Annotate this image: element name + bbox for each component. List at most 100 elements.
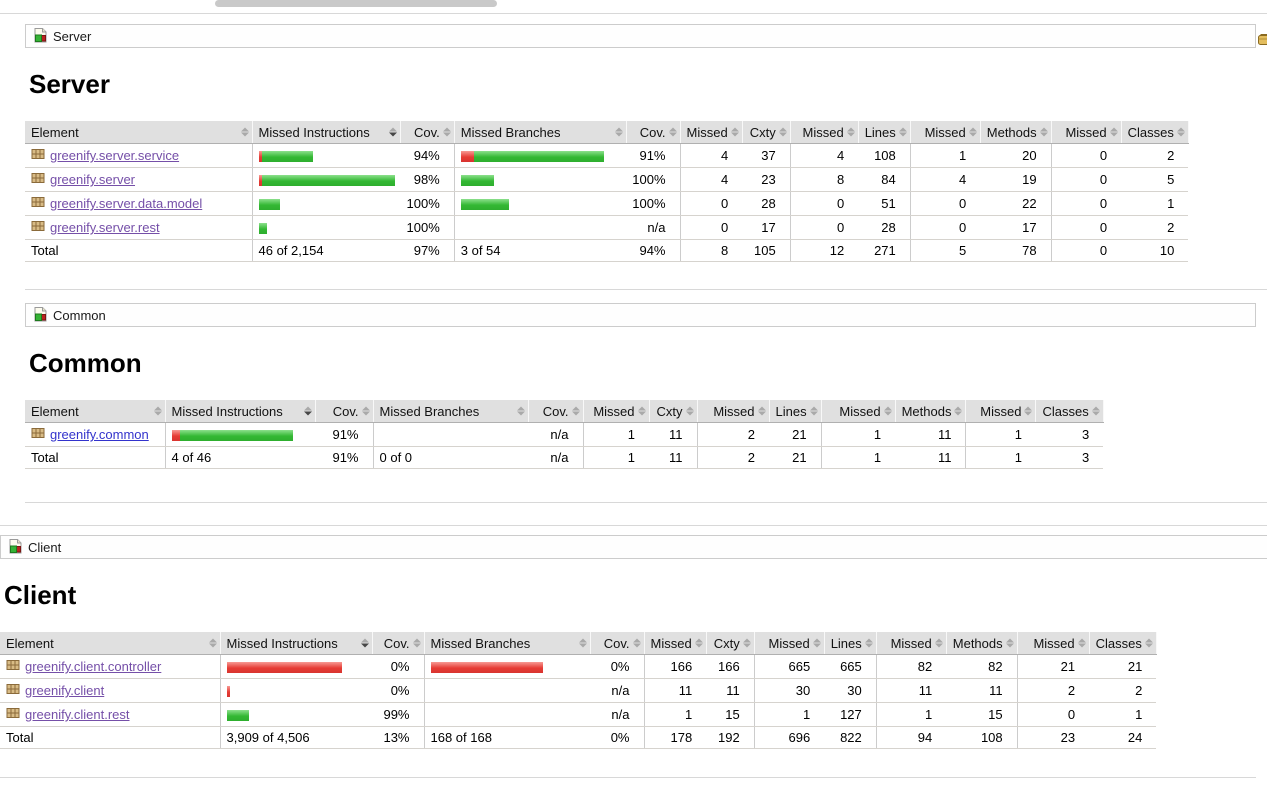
package-link[interactable]: greenify.server.data.model bbox=[50, 196, 203, 211]
column-header-missed-instructions-1[interactable]: Missed Instructions bbox=[219, 632, 373, 655]
column-header-missed-5[interactable]: Missed bbox=[643, 632, 707, 655]
column-header-missed-5[interactable]: Missed bbox=[582, 400, 650, 423]
package-icon bbox=[31, 219, 45, 236]
sort-icon bbox=[516, 406, 525, 416]
horizontal-scrollbar-thumb[interactable] bbox=[215, 0, 497, 7]
column-header-cov-2[interactable]: Cov. bbox=[400, 121, 455, 144]
column-header-methods-10[interactable]: Methods bbox=[895, 400, 967, 423]
missed-bar-segment bbox=[460, 150, 474, 162]
total-metric-cell: 5 bbox=[909, 239, 981, 262]
column-header-cov-4[interactable]: Cov. bbox=[626, 121, 681, 144]
column-header-element-0[interactable]: Element bbox=[25, 121, 253, 144]
sort-icon bbox=[694, 638, 703, 648]
column-header-cov-4[interactable]: Cov. bbox=[590, 632, 645, 655]
column-header-missed-instructions-1[interactable]: Missed Instructions bbox=[251, 121, 401, 144]
column-header-missed-9[interactable]: Missed bbox=[820, 400, 896, 423]
package-link[interactable]: greenify.client.rest bbox=[25, 707, 130, 722]
sort-up-arrow bbox=[1039, 127, 1048, 132]
missed-instructions-cell bbox=[251, 215, 401, 240]
table-row: greenify.client.rest 99% n/a 1 15 1 127 1 15 0 1 bbox=[0, 702, 1157, 727]
column-header-label: Missed bbox=[839, 403, 881, 419]
column-header-lines-8[interactable]: Lines bbox=[824, 632, 877, 655]
missed-branches-bar bbox=[460, 174, 621, 186]
column-header-classes-12[interactable]: Classes bbox=[1035, 400, 1104, 423]
column-header-lines-8[interactable]: Lines bbox=[769, 400, 822, 423]
column-header-missed-7[interactable]: Missed bbox=[789, 121, 859, 144]
column-header-label: Cov. bbox=[603, 635, 630, 651]
sort-down-arrow bbox=[883, 411, 892, 416]
column-header-label: Classes bbox=[1042, 403, 1089, 419]
column-header-label: Missed Branches bbox=[379, 403, 480, 419]
metric-cell: 0 bbox=[1016, 702, 1090, 727]
total-instruction-coverage-cell: 13% bbox=[372, 726, 424, 749]
column-header-missed-11[interactable]: Missed bbox=[1016, 632, 1090, 655]
sort-up-arrow bbox=[1005, 638, 1014, 643]
column-header-cov-2[interactable]: Cov. bbox=[315, 400, 374, 423]
package-link[interactable]: greenify.client bbox=[25, 683, 105, 698]
sort-icon bbox=[303, 406, 312, 416]
column-header-missed-5[interactable]: Missed bbox=[679, 121, 743, 144]
sort-icon bbox=[954, 406, 963, 416]
report-group-icon bbox=[32, 27, 48, 46]
element-cell-content: greenify.common bbox=[31, 426, 159, 443]
column-header-cxty-6[interactable]: Cxty bbox=[706, 632, 755, 655]
column-header-label: Missed bbox=[1065, 124, 1107, 140]
column-header-element-0[interactable]: Element bbox=[0, 632, 221, 655]
column-header-missed-7[interactable]: Missed bbox=[753, 632, 825, 655]
breadcrumb-label: Client bbox=[28, 539, 62, 555]
column-header-missed-11[interactable]: Missed bbox=[965, 400, 1037, 423]
metric-cell: 28 bbox=[742, 191, 791, 216]
metric-cell: 1 bbox=[909, 143, 981, 168]
sessions-icon[interactable] bbox=[1258, 33, 1267, 51]
coverage-table: Element Missed Instructions Cov. Missed Bra… bbox=[25, 121, 1189, 262]
column-header-methods-10[interactable]: Methods bbox=[946, 632, 1018, 655]
sort-up-arrow bbox=[757, 406, 766, 411]
column-header-methods-10[interactable]: Methods bbox=[980, 121, 1052, 144]
column-header-missed-branches-3[interactable]: Missed Branches bbox=[372, 400, 529, 423]
sort-icon bbox=[809, 406, 818, 416]
sort-up-arrow bbox=[968, 127, 977, 132]
column-header-missed-11[interactable]: Missed bbox=[1050, 121, 1122, 144]
package-link[interactable]: greenify.common bbox=[50, 427, 149, 442]
missed-branches-cell bbox=[453, 191, 627, 216]
sort-down-arrow bbox=[934, 643, 943, 648]
metric-cell: 1 bbox=[643, 702, 707, 727]
column-header-missed-7[interactable]: Missed bbox=[696, 400, 770, 423]
total-branches-cell: 0 of 0 bbox=[372, 446, 528, 469]
package-link[interactable]: greenify.server.service bbox=[50, 148, 180, 163]
column-header-missed-9[interactable]: Missed bbox=[875, 632, 947, 655]
sort-icon bbox=[361, 406, 370, 416]
total-metric-cell: 105 bbox=[742, 239, 791, 262]
package-link[interactable]: greenify.server bbox=[50, 172, 136, 187]
column-header-label: Cov. bbox=[413, 124, 440, 140]
package-link[interactable]: greenify.server.rest bbox=[50, 220, 160, 235]
sort-down-arrow bbox=[632, 643, 641, 648]
metric-cell: 11 bbox=[643, 678, 707, 703]
column-header-cov-2[interactable]: Cov. bbox=[372, 632, 425, 655]
column-header-missed-instructions-1[interactable]: Missed Instructions bbox=[164, 400, 316, 423]
sort-up-arrow bbox=[614, 127, 623, 132]
column-header-cxty-6[interactable]: Cxty bbox=[742, 121, 791, 144]
column-header-missed-branches-3[interactable]: Missed Branches bbox=[453, 121, 627, 144]
column-header-missed-branches-3[interactable]: Missed Branches bbox=[423, 632, 591, 655]
column-header-label: Missed bbox=[890, 635, 932, 651]
metric-cell: 4 bbox=[679, 143, 743, 168]
column-header-cxty-6[interactable]: Cxty bbox=[649, 400, 698, 423]
sort-icon bbox=[864, 638, 873, 648]
sort-icon bbox=[1176, 127, 1185, 137]
column-header-lines-8[interactable]: Lines bbox=[858, 121, 911, 144]
column-header-classes-12[interactable]: Classes bbox=[1121, 121, 1189, 144]
column-header-classes-12[interactable]: Classes bbox=[1089, 632, 1157, 655]
missed-branches-cell bbox=[453, 215, 627, 240]
column-header-cov-4[interactable]: Cov. bbox=[528, 400, 584, 423]
column-header-missed-9[interactable]: Missed bbox=[909, 121, 981, 144]
total-metric-cell: 24 bbox=[1089, 726, 1157, 749]
package-link[interactable]: greenify.client.controller bbox=[25, 659, 162, 674]
table-row: greenify.server.service 94% 91% 4 37 4 108 1 20 0… bbox=[25, 143, 1189, 168]
metric-cell: 15 bbox=[706, 702, 755, 727]
missed-instructions-cell bbox=[164, 422, 315, 447]
column-header-label: Classes bbox=[1095, 635, 1142, 651]
metric-cell: 127 bbox=[824, 702, 877, 727]
column-header-label: Cxty bbox=[713, 635, 740, 651]
column-header-element-0[interactable]: Element bbox=[25, 400, 166, 423]
